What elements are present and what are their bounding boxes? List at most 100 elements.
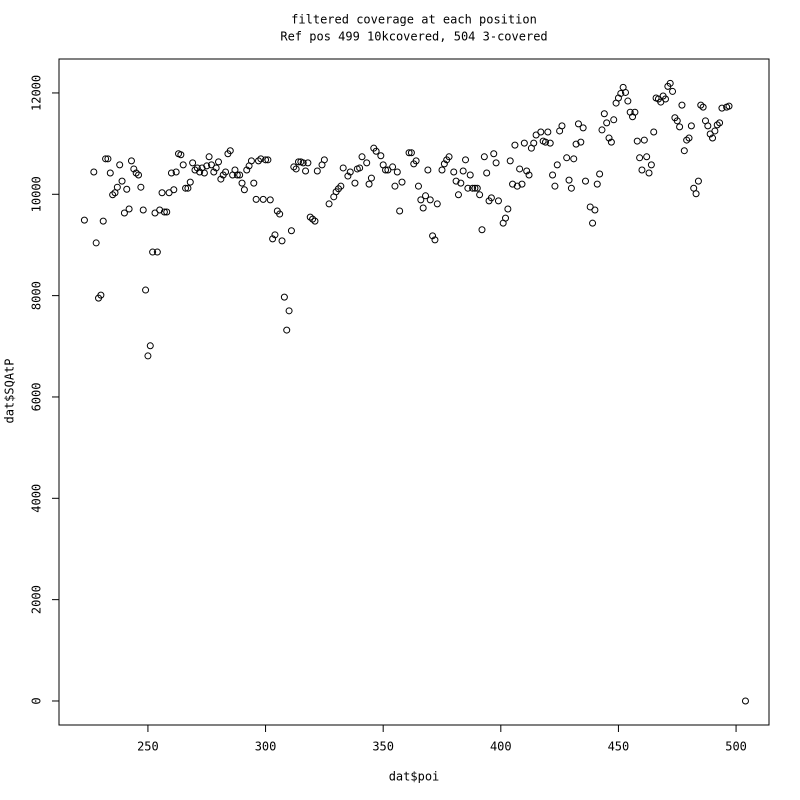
point bbox=[325, 200, 333, 208]
point bbox=[262, 156, 270, 164]
x-axis-label: dat$poi bbox=[389, 770, 440, 784]
point bbox=[203, 162, 211, 170]
point bbox=[172, 168, 180, 176]
point bbox=[713, 121, 721, 129]
point bbox=[520, 139, 528, 147]
point bbox=[205, 153, 213, 161]
point bbox=[302, 167, 310, 175]
point bbox=[358, 153, 366, 161]
point bbox=[137, 183, 145, 191]
point bbox=[337, 182, 345, 190]
point bbox=[212, 164, 220, 172]
point bbox=[346, 168, 354, 176]
point bbox=[139, 206, 147, 214]
point bbox=[170, 186, 178, 194]
point bbox=[565, 176, 573, 184]
point bbox=[299, 159, 307, 167]
point bbox=[549, 171, 557, 179]
point bbox=[459, 167, 467, 175]
point bbox=[607, 138, 615, 146]
point bbox=[661, 95, 669, 103]
point bbox=[596, 170, 604, 178]
point bbox=[473, 184, 481, 192]
point bbox=[294, 158, 302, 166]
point bbox=[306, 213, 314, 221]
x-tick-label: 450 bbox=[608, 740, 630, 754]
point bbox=[645, 169, 653, 177]
point bbox=[490, 150, 498, 158]
point bbox=[523, 167, 531, 175]
point bbox=[537, 128, 545, 136]
point bbox=[283, 326, 291, 334]
point bbox=[640, 136, 648, 144]
point bbox=[125, 205, 133, 213]
point bbox=[309, 215, 317, 223]
point bbox=[285, 307, 293, 315]
point bbox=[271, 231, 279, 239]
point bbox=[697, 101, 705, 109]
point bbox=[636, 154, 644, 162]
point bbox=[577, 138, 585, 146]
point bbox=[471, 184, 479, 192]
point bbox=[574, 120, 582, 128]
point bbox=[344, 172, 352, 180]
point bbox=[276, 210, 284, 218]
point bbox=[167, 169, 175, 177]
point bbox=[676, 123, 684, 131]
point bbox=[153, 248, 161, 256]
y-tick-label: 0 bbox=[30, 697, 44, 704]
point bbox=[593, 180, 601, 188]
point bbox=[339, 164, 347, 172]
point bbox=[90, 168, 98, 176]
point bbox=[287, 227, 295, 235]
point bbox=[478, 226, 486, 234]
point bbox=[683, 136, 691, 144]
point bbox=[621, 88, 629, 96]
point bbox=[741, 697, 749, 705]
point bbox=[193, 164, 201, 172]
point bbox=[311, 217, 319, 225]
point bbox=[692, 190, 700, 198]
point bbox=[633, 137, 641, 145]
point bbox=[177, 151, 185, 159]
point bbox=[551, 182, 559, 190]
point bbox=[567, 184, 575, 192]
point bbox=[631, 108, 639, 116]
point bbox=[186, 178, 194, 186]
point bbox=[182, 184, 190, 192]
point bbox=[424, 166, 432, 174]
point bbox=[365, 180, 373, 188]
point bbox=[252, 195, 260, 203]
point bbox=[367, 174, 375, 182]
point bbox=[518, 180, 526, 188]
point bbox=[685, 134, 693, 142]
point bbox=[711, 127, 719, 135]
point bbox=[189, 159, 197, 167]
point bbox=[313, 167, 321, 175]
point bbox=[502, 214, 510, 222]
point bbox=[553, 161, 561, 169]
point bbox=[680, 147, 688, 155]
point bbox=[718, 104, 726, 112]
point bbox=[699, 103, 707, 111]
point bbox=[591, 206, 599, 214]
point bbox=[638, 166, 646, 174]
point bbox=[405, 149, 413, 157]
point bbox=[259, 195, 267, 203]
chart-subtitle: Ref pos 499 10kcovered, 504 3-covered bbox=[280, 30, 547, 44]
point bbox=[422, 192, 430, 200]
point bbox=[558, 122, 566, 130]
point bbox=[116, 161, 124, 169]
y-tick-label: 12000 bbox=[30, 75, 44, 111]
point bbox=[250, 179, 258, 187]
point bbox=[582, 177, 590, 185]
point bbox=[149, 248, 157, 256]
point bbox=[643, 153, 651, 161]
point bbox=[445, 153, 453, 161]
point bbox=[704, 122, 712, 130]
point bbox=[544, 128, 552, 136]
x-tick-label: 350 bbox=[372, 740, 394, 754]
x-tick-label: 300 bbox=[255, 740, 277, 754]
point bbox=[351, 179, 359, 187]
point bbox=[417, 196, 425, 204]
